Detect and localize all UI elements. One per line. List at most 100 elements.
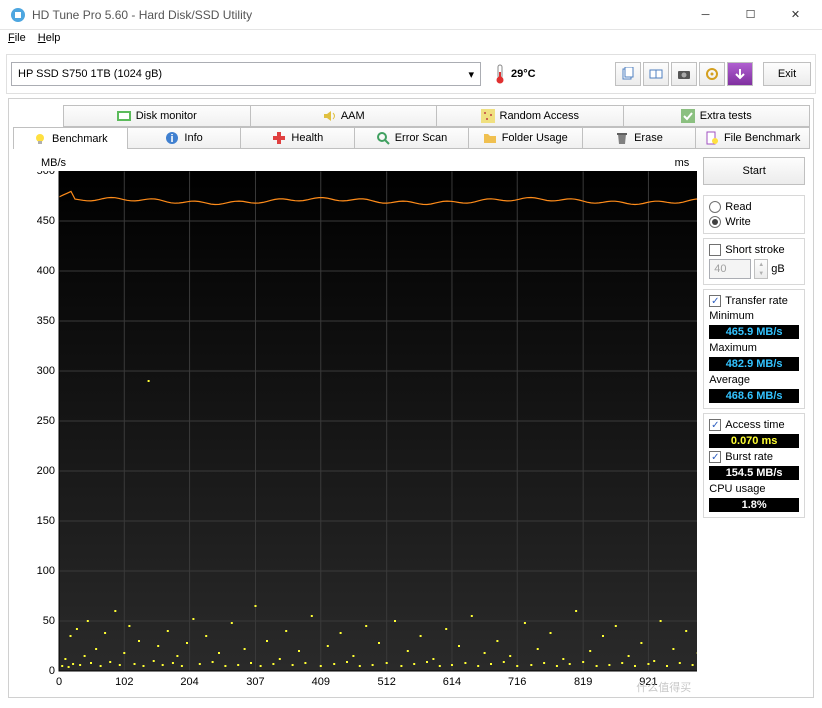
copy-all-button[interactable] [643,62,669,86]
svg-text:200: 200 [37,465,55,477]
checkbox-icon: ✓ [709,295,721,307]
svg-text:150: 150 [37,515,55,527]
svg-text:819: 819 [574,676,592,688]
health-icon [272,131,286,145]
chart-container: MB/s ms 0501001502002503003504004505000.… [17,157,695,697]
mode-group: Read Write [703,195,805,234]
avg-label: Average [709,374,799,386]
maximize-button[interactable]: ☐ [728,0,773,29]
svg-text:0: 0 [56,676,62,688]
close-button[interactable]: ✕ [773,0,818,29]
drive-select[interactable]: HP SSD S750 1TB (1024 gB) ▾ [11,62,481,86]
tab-random-access[interactable]: Random Access [436,105,624,127]
temperature-value: 29°C [511,68,536,80]
burst-value: 154.5 MB/s [709,466,799,480]
minimize-button[interactable]: ─ [683,0,728,29]
svg-text:307: 307 [246,676,264,688]
benchmark-chart: 0501001502002503003504004505000.000.501.… [37,171,697,697]
svg-text:100: 100 [37,565,55,577]
svg-text:350: 350 [37,315,55,327]
min-label: Minimum [709,310,799,322]
checkbox-icon: ✓ [709,451,721,463]
content-area: Disk monitor AAM Random Access Extra tes… [8,98,814,698]
random-icon [481,109,495,123]
toolbar-buttons [615,62,753,86]
gear-icon [705,67,719,81]
radio-read[interactable]: Read [709,201,799,213]
max-value: 482.9 MB/s [709,357,799,371]
burst-check[interactable]: ✓Burst rate [709,451,799,463]
tab-disk-monitor[interactable]: Disk monitor [63,105,251,127]
tab-aam[interactable]: AAM [250,105,438,127]
radio-icon [709,216,721,228]
titlebar: HD Tune Pro 5.60 - Hard Disk/SSD Utility… [0,0,822,30]
cpu-value: 1.8% [709,498,799,512]
tab-info[interactable]: iInfo [127,127,242,149]
svg-text:614: 614 [443,676,461,688]
access-check[interactable]: ✓Access time [709,419,799,431]
tab-extra-tests[interactable]: Extra tests [623,105,811,127]
stroke-input[interactable] [709,259,751,279]
svg-text:102: 102 [115,676,133,688]
radio-icon [709,201,721,213]
tab-health[interactable]: Health [240,127,355,149]
svg-text:300: 300 [37,365,55,377]
svg-text:204: 204 [180,676,198,688]
transfer-group: ✓Transfer rate Minimum 465.9 MB/s Maximu… [703,289,805,409]
window-title: HD Tune Pro 5.60 - Hard Disk/SSD Utility [32,8,683,22]
radio-write[interactable]: Write [709,216,799,228]
avg-value: 468.6 MB/s [709,389,799,403]
transfer-check[interactable]: ✓Transfer rate [709,295,799,307]
watermark: 什么值得买 [636,679,691,695]
chevron-down-icon: ▾ [468,68,474,81]
tab-file-benchmark[interactable]: File Benchmark [695,127,810,149]
svg-text:716: 716 [508,676,526,688]
stroke-group: Short stroke ▲▼ gB [703,238,805,285]
svg-text:500: 500 [37,171,55,177]
file-bench-icon [705,131,719,145]
drive-label: HP SSD S750 1TB (1024 gB) [18,68,162,80]
side-panel: Start Read Write Short stroke ▲▼ gB ✓Tra… [703,157,805,697]
tab-folder-usage[interactable]: Folder Usage [468,127,583,149]
checkbox-icon [709,244,721,256]
options-button[interactable] [699,62,725,86]
svg-text:50: 50 [43,615,55,627]
menu-help[interactable]: Help [38,32,61,48]
cpu-label: CPU usage [709,483,799,495]
tab-error-scan[interactable]: Error Scan [354,127,469,149]
min-value: 465.9 MB/s [709,325,799,339]
copy-all-icon [649,67,663,81]
tab-row-top: Disk monitor AAM Random Access Extra tes… [13,105,809,127]
save-button[interactable] [727,62,753,86]
svg-text:0: 0 [49,665,55,677]
svg-text:512: 512 [378,676,396,688]
copy-icon [621,67,635,81]
tab-erase[interactable]: Erase [582,127,697,149]
app-icon [10,7,26,23]
tab-benchmark[interactable]: Benchmark [13,127,128,149]
camera-icon [677,67,691,81]
start-button[interactable]: Start [703,157,805,185]
menubar: File Help [0,30,822,50]
monitor-icon [117,109,131,123]
screenshot-button[interactable] [671,62,697,86]
svg-text:450: 450 [37,215,55,227]
toolbar: HP SSD S750 1TB (1024 gB) ▾ 29°C Exit [6,54,816,94]
copy-button[interactable] [615,62,641,86]
scan-icon [376,131,390,145]
menu-file[interactable]: File [8,32,26,48]
short-stroke-check[interactable]: Short stroke [709,244,799,256]
thermometer-icon [493,64,507,84]
exit-button[interactable]: Exit [763,62,811,86]
max-label: Maximum [709,342,799,354]
access-group: ✓Access time 0.070 ms ✓Burst rate 154.5 … [703,413,805,518]
svg-text:250: 250 [37,415,55,427]
temperature-display: 29°C [493,64,536,84]
speaker-icon [322,109,336,123]
svg-text:i: i [171,133,174,145]
save-icon [733,67,747,81]
svg-text:409: 409 [312,676,330,688]
tests-icon [681,109,695,123]
svg-text:400: 400 [37,265,55,277]
spinner-arrows[interactable]: ▲▼ [754,259,768,279]
